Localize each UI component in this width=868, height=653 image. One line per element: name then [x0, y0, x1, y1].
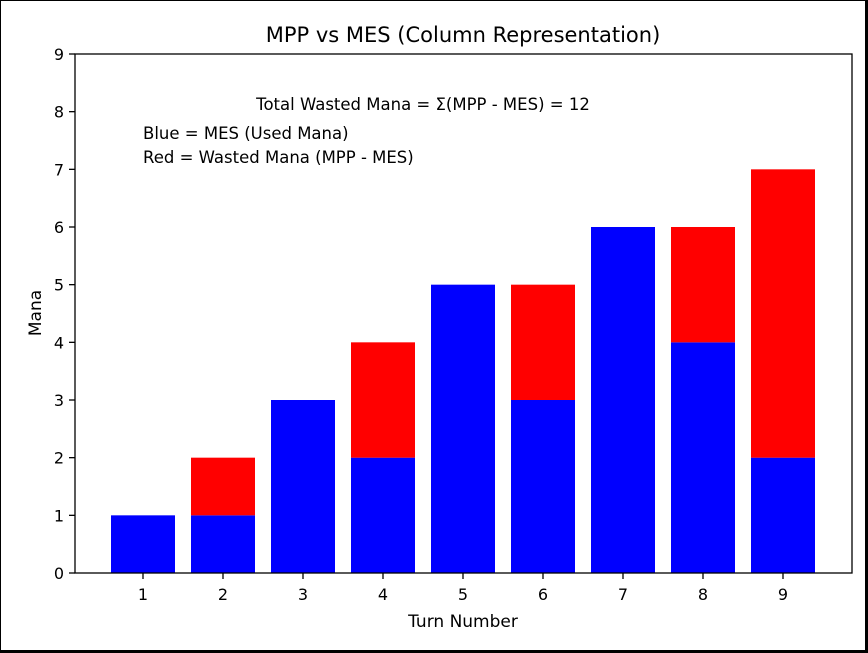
x-tick-label: 3 — [298, 585, 308, 604]
y-tick-label: 8 — [54, 103, 64, 122]
x-tick-label: 1 — [138, 585, 148, 604]
bar-mes-turn-5 — [431, 284, 495, 573]
bar-mes-turn-3 — [271, 400, 335, 573]
chart-title: MPP vs MES (Column Representation) — [266, 23, 661, 47]
x-tick-label: 7 — [618, 585, 628, 604]
bar-wasted-turn-9 — [751, 169, 815, 458]
x-tick-label: 4 — [378, 585, 388, 604]
x-tick-label: 9 — [778, 585, 788, 604]
y-tick-label: 9 — [54, 45, 64, 64]
bar-mes-turn-6 — [511, 400, 575, 573]
x-tick-label: 8 — [698, 585, 708, 604]
x-axis-ticks: 1 2 3 4 5 6 7 8 9 — [138, 573, 788, 604]
bar-wasted-turn-2 — [191, 457, 255, 516]
y-axis-label: Mana — [26, 290, 46, 336]
y-tick-label: 1 — [54, 506, 64, 525]
bar-mes-turn-7 — [591, 227, 655, 573]
x-axis-label: Turn Number — [407, 612, 518, 632]
y-tick-label: 6 — [54, 218, 64, 237]
y-tick-label: 4 — [54, 333, 64, 352]
y-axis-ticks: 0 1 2 3 4 5 6 7 8 9 — [54, 45, 75, 583]
x-tick-label: 6 — [538, 585, 548, 604]
annotation-total-wasted: Total Wasted Mana = Σ(MPP - MES) = 12 — [255, 95, 590, 114]
y-tick-label: 3 — [54, 391, 64, 410]
annotation-red-note: Red = Wasted Mana (MPP - MES) — [143, 148, 414, 167]
y-tick-label: 0 — [54, 564, 64, 583]
bar-wasted-turn-6 — [511, 284, 575, 400]
y-tick-label: 2 — [54, 449, 64, 468]
bar-mes-turn-8 — [671, 342, 735, 573]
bars-group — [111, 169, 815, 573]
bar-mes-turn-2 — [191, 515, 255, 573]
bar-wasted-turn-8 — [671, 227, 735, 343]
y-tick-label: 5 — [54, 276, 64, 295]
annotation-blue-note: Blue = MES (Used Mana) — [143, 124, 349, 143]
x-tick-label: 2 — [218, 585, 228, 604]
bar-mes-turn-1 — [111, 515, 175, 573]
x-tick-label: 5 — [458, 585, 468, 604]
y-tick-label: 7 — [54, 160, 64, 179]
bar-mes-turn-9 — [751, 457, 815, 573]
bar-mes-turn-4 — [351, 457, 415, 573]
bar-wasted-turn-4 — [351, 342, 415, 458]
